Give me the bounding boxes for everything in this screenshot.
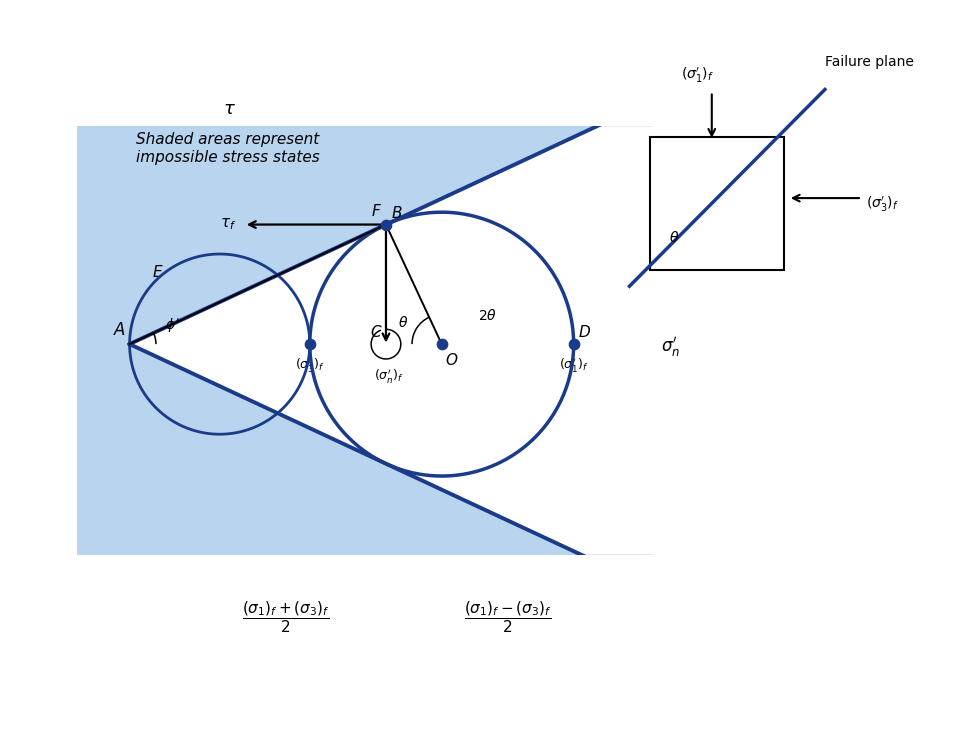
Text: O: O bbox=[445, 353, 457, 369]
Text: C: C bbox=[371, 325, 381, 340]
Text: E: E bbox=[153, 265, 162, 280]
Text: Shaded areas represent
impossible stress states: Shaded areas represent impossible stress… bbox=[136, 132, 320, 164]
Text: $(\sigma_n')_f$: $(\sigma_n')_f$ bbox=[374, 367, 404, 386]
Text: $\tau_f$: $\tau_f$ bbox=[220, 217, 236, 232]
Point bbox=[302, 338, 318, 350]
Text: Failure plane: Failure plane bbox=[825, 55, 914, 69]
Text: $(\sigma_1')_f$: $(\sigma_1')_f$ bbox=[681, 66, 714, 85]
Text: B: B bbox=[392, 206, 401, 221]
Bar bbox=[650, 137, 783, 270]
Polygon shape bbox=[130, 344, 653, 588]
Text: $(\sigma_3')_f$: $(\sigma_3')_f$ bbox=[866, 195, 900, 214]
Text: $\phi'$: $\phi'$ bbox=[165, 317, 180, 335]
Text: $\theta$: $\theta$ bbox=[668, 230, 679, 245]
Text: $2\theta$: $2\theta$ bbox=[478, 308, 497, 323]
Text: $\dfrac{(\sigma_1)_f + (\sigma_3)_f}{2}$: $\dfrac{(\sigma_1)_f + (\sigma_3)_f}{2}$ bbox=[242, 599, 329, 635]
Point bbox=[378, 218, 394, 230]
Text: $\sigma_n'$: $\sigma_n'$ bbox=[660, 335, 680, 360]
Text: D: D bbox=[579, 325, 590, 340]
Text: $\tau$: $\tau$ bbox=[223, 100, 236, 118]
Text: $\theta$: $\theta$ bbox=[397, 314, 408, 329]
Text: $\dfrac{(\sigma_1)_f - (\sigma_3)_f}{2}$: $\dfrac{(\sigma_1)_f - (\sigma_3)_f}{2}$ bbox=[464, 599, 552, 635]
Text: $(\sigma_3')_f$: $(\sigma_3')_f$ bbox=[295, 356, 324, 374]
Text: A: A bbox=[113, 321, 125, 339]
Text: $(\sigma_1')_f$: $(\sigma_1')_f$ bbox=[559, 356, 588, 374]
Point bbox=[566, 338, 582, 350]
Point bbox=[434, 338, 449, 350]
Polygon shape bbox=[77, 126, 130, 555]
Polygon shape bbox=[130, 100, 653, 344]
Text: F: F bbox=[372, 204, 381, 219]
